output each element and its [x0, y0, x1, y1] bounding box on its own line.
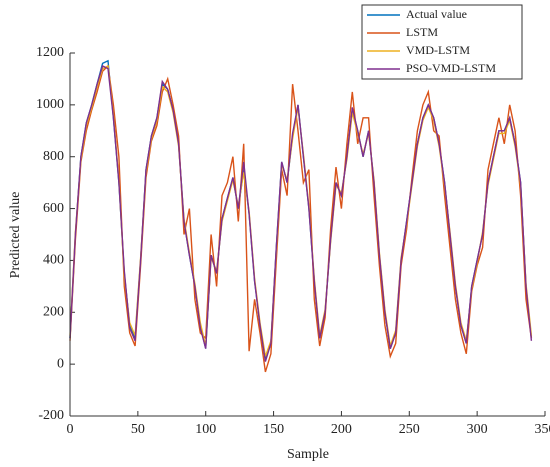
x-tick-label: 0 [67, 422, 74, 437]
y-tick-label: 600 [43, 201, 64, 216]
legend-box [361, 4, 523, 80]
y-tick-label: 400 [43, 253, 64, 268]
x-tick-label: 200 [331, 422, 352, 437]
x-tick-label: 50 [131, 422, 145, 437]
legend-label: Actual value [406, 7, 467, 21]
legend: Actual value LSTM VMD-LSTM PSO-VMD-LSTM [361, 4, 523, 80]
x-axis-label: Sample [287, 447, 329, 462]
series-line [69, 64, 533, 357]
series-line [69, 65, 533, 362]
legend-label: VMD-LSTM [406, 43, 470, 57]
y-tick-label: 0 [57, 356, 64, 371]
x-tick-label: 300 [467, 422, 488, 437]
y-tick-label: 1200 [36, 45, 64, 60]
series-line [69, 64, 533, 373]
series-line [69, 59, 533, 360]
legend-label: LSTM [406, 25, 438, 39]
legend-label: PSO-VMD-LSTM [406, 61, 496, 75]
y-tick-label: 1000 [36, 97, 64, 112]
x-tick-label: 250 [399, 422, 420, 437]
x-tick-label: 150 [263, 422, 284, 437]
y-axis-label: Predicted value [8, 192, 23, 279]
y-tick-label: 200 [43, 305, 64, 320]
y-tick-label: -200 [38, 408, 64, 423]
x-tick-label: 350 [535, 422, 550, 437]
x-tick-label: 100 [195, 422, 216, 437]
y-tick-label: 800 [43, 149, 64, 164]
